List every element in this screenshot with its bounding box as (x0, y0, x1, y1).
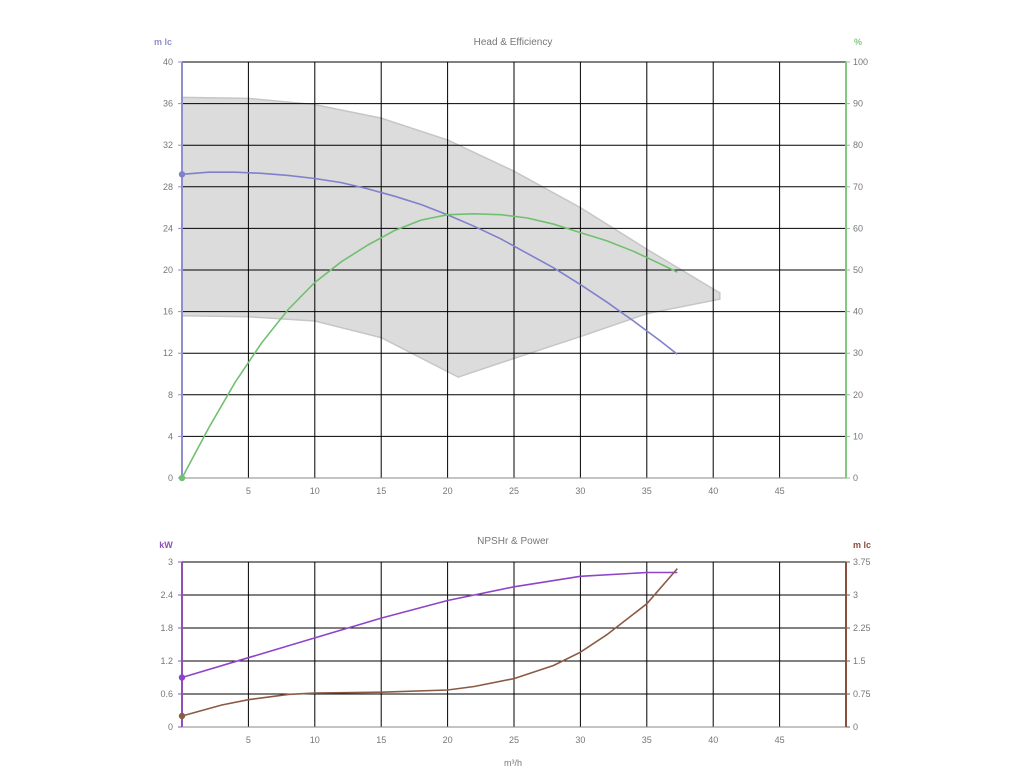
head-curve (181, 171, 678, 355)
chart-title: Head & Efficiency (474, 37, 553, 48)
right-axis-tick-label: 30 (853, 348, 863, 358)
left-axis-tick-label: 1.2 (160, 656, 173, 666)
npshr-curve (181, 568, 678, 717)
right-axis-tick-label: 1.5 (853, 656, 866, 666)
left-axis-tick-label: 2.4 (160, 590, 173, 600)
left-axis-tick-label: 12 (163, 348, 173, 358)
left-axis-tick-label: 32 (163, 140, 173, 150)
right-axis-unit: m lc (853, 540, 871, 550)
left-axis-tick-label: 0.6 (160, 689, 173, 699)
operating-envelope (181, 96, 721, 378)
right-axis-tick-label: 60 (853, 223, 863, 233)
right-axis-tick-label: 3.75 (853, 557, 871, 567)
left-axis-tick-label: 1.8 (160, 623, 173, 633)
right-axis-tick-label: 40 (853, 307, 863, 317)
x-axis-tick-label: 25 (509, 735, 519, 745)
left-axis-tick-label: 36 (163, 99, 173, 109)
x-axis-tick-label: 5 (246, 735, 251, 745)
right-axis-tick-label: 80 (853, 140, 863, 150)
npshr-power-chart: NPSHr & Power kW m lc m³/h 0 0.6 1.2 1.8 2.4… (159, 536, 871, 768)
x-axis-tick-label: 40 (708, 735, 718, 745)
efficiency-start-marker (178, 474, 186, 482)
x-axis-tick-label: 45 (775, 735, 785, 745)
x-axis-tick-label: 40 (708, 486, 718, 496)
x-axis-tick-label: 15 (376, 486, 386, 496)
right-axis-tick-label: 3 (853, 590, 858, 600)
efficiency-curve (181, 212, 678, 479)
head-start-marker (178, 171, 186, 178)
left-axis-tick-label: 4 (168, 431, 173, 441)
right-axis-tick-label: 2.25 (853, 623, 871, 633)
right-axis-tick-label: 70 (853, 182, 863, 192)
x-axis-tick-label: 35 (642, 486, 652, 496)
x-axis-tick-label: 35 (642, 735, 652, 745)
right-axis-tick-label: 10 (853, 431, 863, 441)
right-axis-tick-label: 100 (853, 57, 868, 67)
right-axis-tick-label: 0 (853, 473, 858, 483)
power-start-marker (178, 674, 186, 681)
power-curve (181, 571, 678, 679)
left-axis-tick-label: 0 (168, 473, 173, 483)
x-axis-tick-label: 20 (443, 486, 453, 496)
right-axis-unit: % (854, 37, 862, 47)
x-axis-tick-label: 30 (575, 486, 585, 496)
right-axis-tick-label: 90 (853, 99, 863, 109)
right-axis-tick-label: 0.75 (853, 689, 871, 699)
x-axis-tick-label: 10 (310, 735, 320, 745)
x-axis-tick-label: 30 (575, 735, 585, 745)
x-axis-tick-label: 10 (310, 486, 320, 496)
x-axis-tick-label: 15 (376, 735, 386, 745)
npshr-start-marker (178, 712, 186, 720)
left-axis-tick-label: 28 (163, 182, 173, 192)
left-axis-unit: kW (159, 540, 173, 550)
left-axis-tick-label: 16 (163, 307, 173, 317)
left-axis-tick-label: 3 (168, 557, 173, 567)
left-axis-tick-label: 0 (168, 722, 173, 732)
right-axis-tick-label: 0 (853, 722, 858, 732)
x-axis-tick-label: 45 (775, 486, 785, 496)
left-axis-tick-label: 40 (163, 57, 173, 67)
x-axis-tick-label: 20 (443, 735, 453, 745)
left-axis-tick-label: 20 (163, 265, 173, 275)
left-axis-tick-label: 24 (163, 223, 173, 233)
x-axis-tick-label: 25 (509, 486, 519, 496)
right-axis-tick-label: 50 (853, 265, 863, 275)
right-axis-tick-label: 20 (853, 390, 863, 400)
head-efficiency-chart: Head & Efficiency m lc % 0 4 8 12 16 20 24 28 32… (154, 37, 868, 496)
x-axis-unit: m³/h (504, 758, 522, 768)
left-axis-tick-label: 8 (168, 390, 173, 400)
left-axis-unit: m lc (154, 37, 172, 47)
x-axis-tick-label: 5 (246, 486, 251, 496)
chart-title: NPSHr & Power (477, 536, 549, 547)
